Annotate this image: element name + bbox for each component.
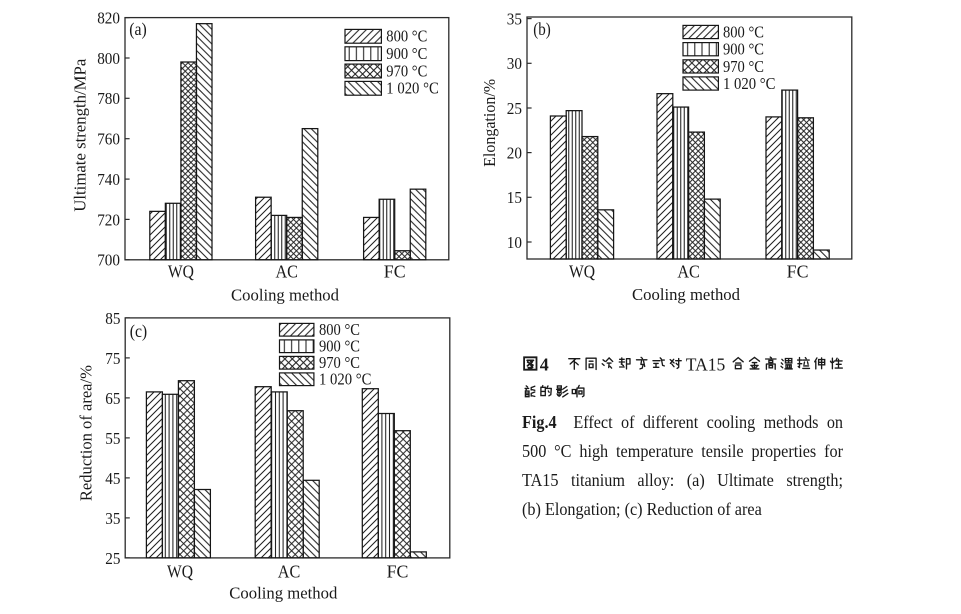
svg-text:AC: AC: [677, 262, 700, 282]
svg-text:FC: FC: [787, 262, 809, 282]
svg-text:1 020 °C: 1 020 °C: [319, 370, 372, 389]
svg-text:970 °C: 970 °C: [723, 57, 764, 76]
svg-text:30: 30: [507, 54, 522, 73]
svg-text:900 °C: 900 °C: [386, 44, 427, 63]
svg-text:900 °C: 900 °C: [319, 337, 360, 356]
svg-text:20: 20: [507, 144, 522, 163]
svg-text:900 °C: 900 °C: [723, 40, 764, 59]
svg-text:75: 75: [105, 349, 120, 368]
svg-text:85: 85: [105, 309, 120, 328]
svg-text:Reduction of area/%: Reduction of area/%: [77, 365, 96, 501]
svg-text:800 °C: 800 °C: [723, 22, 764, 41]
svg-text:(b): (b): [533, 19, 551, 40]
svg-text:AC: AC: [278, 562, 301, 582]
svg-text:10: 10: [507, 233, 522, 252]
svg-text:FC: FC: [384, 262, 406, 282]
svg-text:WQ: WQ: [167, 562, 193, 582]
svg-text:Cooling method: Cooling method: [229, 583, 338, 602]
svg-text:Elongation/%: Elongation/%: [480, 79, 499, 167]
svg-text:TA15: TA15: [686, 354, 726, 374]
svg-text:Ultimate strength/MPa: Ultimate strength/MPa: [70, 58, 89, 211]
svg-text:700: 700: [97, 251, 120, 270]
svg-text:WQ: WQ: [168, 262, 194, 282]
svg-text:(a): (a): [129, 19, 147, 40]
svg-text:800: 800: [97, 49, 120, 68]
svg-text:4: 4: [540, 354, 549, 374]
svg-text:(c): (c): [130, 321, 148, 342]
svg-text:760: 760: [97, 130, 120, 149]
svg-text:65: 65: [105, 389, 120, 408]
svg-text:970 °C: 970 °C: [319, 353, 360, 372]
svg-text:820: 820: [97, 9, 120, 28]
svg-text:FC: FC: [387, 562, 409, 582]
svg-text:45: 45: [105, 469, 120, 488]
svg-text:800 °C: 800 °C: [319, 320, 360, 339]
svg-text:35: 35: [507, 10, 522, 29]
svg-text:35: 35: [105, 509, 120, 528]
svg-text:25: 25: [105, 549, 120, 568]
svg-text:780: 780: [97, 89, 120, 108]
svg-text:800 °C: 800 °C: [386, 27, 427, 46]
svg-text:Cooling method: Cooling method: [632, 285, 741, 304]
svg-text:720: 720: [97, 210, 120, 229]
svg-text:970 °C: 970 °C: [386, 61, 427, 80]
svg-text:55: 55: [105, 429, 120, 448]
svg-text:1 020 °C: 1 020 °C: [386, 79, 439, 98]
svg-text:740: 740: [97, 170, 120, 189]
svg-text:Cooling method: Cooling method: [231, 286, 340, 305]
svg-text:25: 25: [507, 99, 522, 118]
svg-text:1 020 °C: 1 020 °C: [723, 74, 776, 93]
svg-text:AC: AC: [275, 262, 298, 282]
svg-text:15: 15: [507, 188, 522, 207]
svg-text:WQ: WQ: [569, 262, 595, 282]
